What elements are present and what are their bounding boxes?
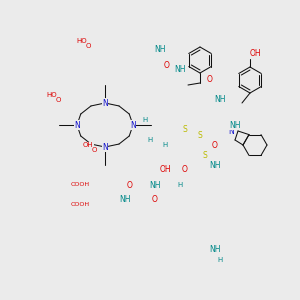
Text: NH: NH [119, 196, 131, 205]
Text: NH: NH [154, 46, 166, 55]
Text: HO: HO [47, 92, 57, 98]
Text: S: S [183, 125, 188, 134]
Text: S: S [202, 151, 207, 160]
Text: NH: NH [209, 160, 221, 169]
Text: OH: OH [249, 50, 261, 58]
Text: NH: NH [209, 245, 221, 254]
Text: O: O [85, 43, 91, 49]
Text: O: O [55, 97, 61, 103]
Text: N: N [102, 142, 108, 152]
Text: O: O [91, 147, 97, 153]
Text: H: H [177, 182, 183, 188]
Text: O: O [207, 76, 213, 85]
Text: N: N [228, 127, 234, 136]
Text: OH: OH [83, 142, 93, 148]
Text: COOH: COOH [70, 182, 90, 188]
Text: S: S [198, 130, 203, 140]
Text: NH: NH [214, 95, 226, 104]
Text: N: N [102, 98, 108, 107]
Text: NH: NH [229, 121, 241, 130]
Text: N: N [130, 121, 136, 130]
Text: H: H [147, 137, 153, 143]
Text: H: H [230, 125, 236, 131]
Text: H: H [218, 257, 223, 263]
Text: NH: NH [174, 65, 186, 74]
Text: O: O [127, 181, 133, 190]
Text: H: H [162, 142, 168, 148]
Text: O: O [152, 196, 158, 205]
Text: NH: NH [149, 181, 161, 190]
Text: O: O [182, 166, 188, 175]
Text: H: H [142, 117, 148, 123]
Text: OH: OH [159, 166, 171, 175]
Text: HO: HO [77, 38, 87, 44]
Text: N: N [74, 121, 80, 130]
Text: COOH: COOH [70, 202, 90, 208]
Text: O: O [212, 140, 218, 149]
Text: O: O [164, 61, 170, 70]
